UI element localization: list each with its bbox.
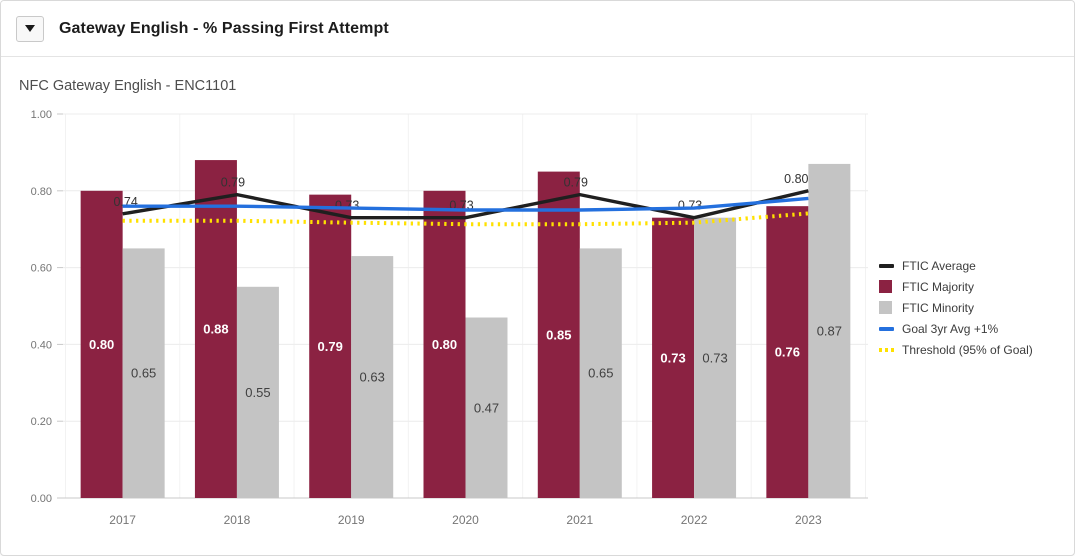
y-axis-label: 0.80	[31, 186, 52, 198]
bar-ftic-majority-2017[interactable]	[80, 190, 123, 499]
chart-title: NFC Gateway English - ENC1101	[19, 78, 237, 94]
bar-ftic-majority-2020[interactable]	[423, 190, 466, 499]
collapse-button[interactable]	[16, 15, 44, 42]
line-label-ftic-average: 0.79	[564, 176, 588, 190]
line-goal-3yr-avg-1-	[122, 196, 809, 212]
legend-label-ftic-minority: FTIC Minority	[902, 300, 974, 315]
x-axis-label-2019: 2019	[338, 513, 365, 527]
bar-label-ftic-minority: 0.87	[817, 323, 842, 338]
bar-ftic-minority-2021[interactable]	[579, 248, 622, 498]
line-threshold-95-of-goal-	[122, 211, 809, 227]
bar-ftic-minority-2018[interactable]	[236, 286, 279, 498]
bar-label-ftic-minority: 0.47	[474, 400, 499, 415]
legend-item-threshold-95-of-goal-[interactable]: Threshold (95% of Goal)	[879, 339, 1033, 360]
chart-legend: FTIC Average FTIC Majority FTIC Minority Go…	[879, 255, 1033, 360]
bar-label-ftic-majority: 0.85	[546, 327, 571, 342]
legend-label-threshold-95-of-goal-: Threshold (95% of Goal)	[902, 342, 1033, 357]
legend-item-ftic-minority[interactable]: FTIC Minority	[879, 297, 1033, 318]
bar-label-ftic-majority: 0.88	[203, 322, 228, 337]
bar-ftic-minority-2019[interactable]	[351, 256, 394, 498]
bar-label-ftic-majority: 0.80	[89, 337, 114, 352]
x-axis-label-2023: 2023	[795, 513, 822, 527]
legend-label-ftic-majority: FTIC Majority	[902, 279, 974, 294]
bar-label-ftic-minority: 0.65	[588, 366, 613, 381]
x-axis-label-2018: 2018	[224, 513, 251, 527]
x-axis-label-2020: 2020	[452, 513, 479, 527]
x-axis-label-2022: 2022	[681, 513, 708, 527]
legend-item-goal-3yr-avg-1-[interactable]: Goal 3yr Avg +1%	[879, 318, 1033, 339]
bar-label-ftic-minority: 0.73	[702, 350, 727, 365]
bar-ftic-minority-2020[interactable]	[465, 317, 508, 498]
caret-down-icon	[25, 25, 35, 32]
legend-item-ftic-majority[interactable]: FTIC Majority	[879, 276, 1033, 297]
legend-swatch-ftic-majority	[879, 280, 892, 293]
panel-title: Gateway English - % Passing First Attemp…	[59, 19, 389, 37]
y-axis-label: 0.60	[31, 263, 52, 275]
y-axis-label: 1.00	[31, 109, 52, 121]
bar-ftic-minority-2022[interactable]	[694, 217, 737, 498]
y-axis-label: 0.40	[31, 339, 52, 351]
line-label-ftic-average: 0.80	[784, 172, 808, 186]
legend-dotted-line-threshold-95-of-goal-	[879, 347, 894, 352]
bar-ftic-minority-2023[interactable]	[808, 163, 851, 499]
bar-ftic-majority-2019[interactable]	[309, 194, 352, 498]
panel-header: Gateway English - % Passing First Attemp…	[1, 1, 1074, 57]
bar-label-ftic-minority: 0.63	[360, 370, 385, 385]
bar-label-ftic-majority: 0.73	[660, 350, 685, 365]
bar-ftic-minority-2017[interactable]	[122, 248, 165, 498]
bar-label-ftic-minority: 0.55	[245, 385, 270, 400]
bar-label-ftic-majority: 0.79	[318, 339, 343, 354]
legend-swatch-ftic-minority	[879, 301, 892, 314]
x-axis-label-2021: 2021	[566, 513, 593, 527]
legend-line-ftic-average	[879, 263, 894, 268]
y-axis-label: 0.20	[31, 416, 52, 428]
bar-ftic-majority-2022[interactable]	[652, 217, 695, 498]
y-axis-label: 0.00	[31, 493, 52, 505]
line-label-ftic-average: 0.73	[678, 199, 702, 213]
line-label-ftic-average: 0.73	[335, 199, 359, 213]
legend-label-goal-3yr-avg-1-: Goal 3yr Avg +1%	[902, 321, 999, 336]
bar-ftic-majority-2023[interactable]	[766, 206, 809, 498]
bar-label-ftic-minority: 0.65	[131, 366, 156, 381]
bar-label-ftic-majority: 0.80	[432, 337, 457, 352]
bar-label-ftic-majority: 0.76	[775, 345, 800, 360]
legend-item-ftic-average[interactable]: FTIC Average	[879, 255, 1033, 276]
x-axis-label-2017: 2017	[109, 513, 136, 527]
line-ftic-average	[122, 189, 809, 220]
legend-line-goal-3yr-avg-1-	[879, 326, 894, 331]
legend-label-ftic-average: FTIC Average	[902, 258, 976, 273]
bar-ftic-majority-2018[interactable]	[194, 160, 237, 498]
line-label-ftic-average: 0.79	[221, 176, 245, 190]
